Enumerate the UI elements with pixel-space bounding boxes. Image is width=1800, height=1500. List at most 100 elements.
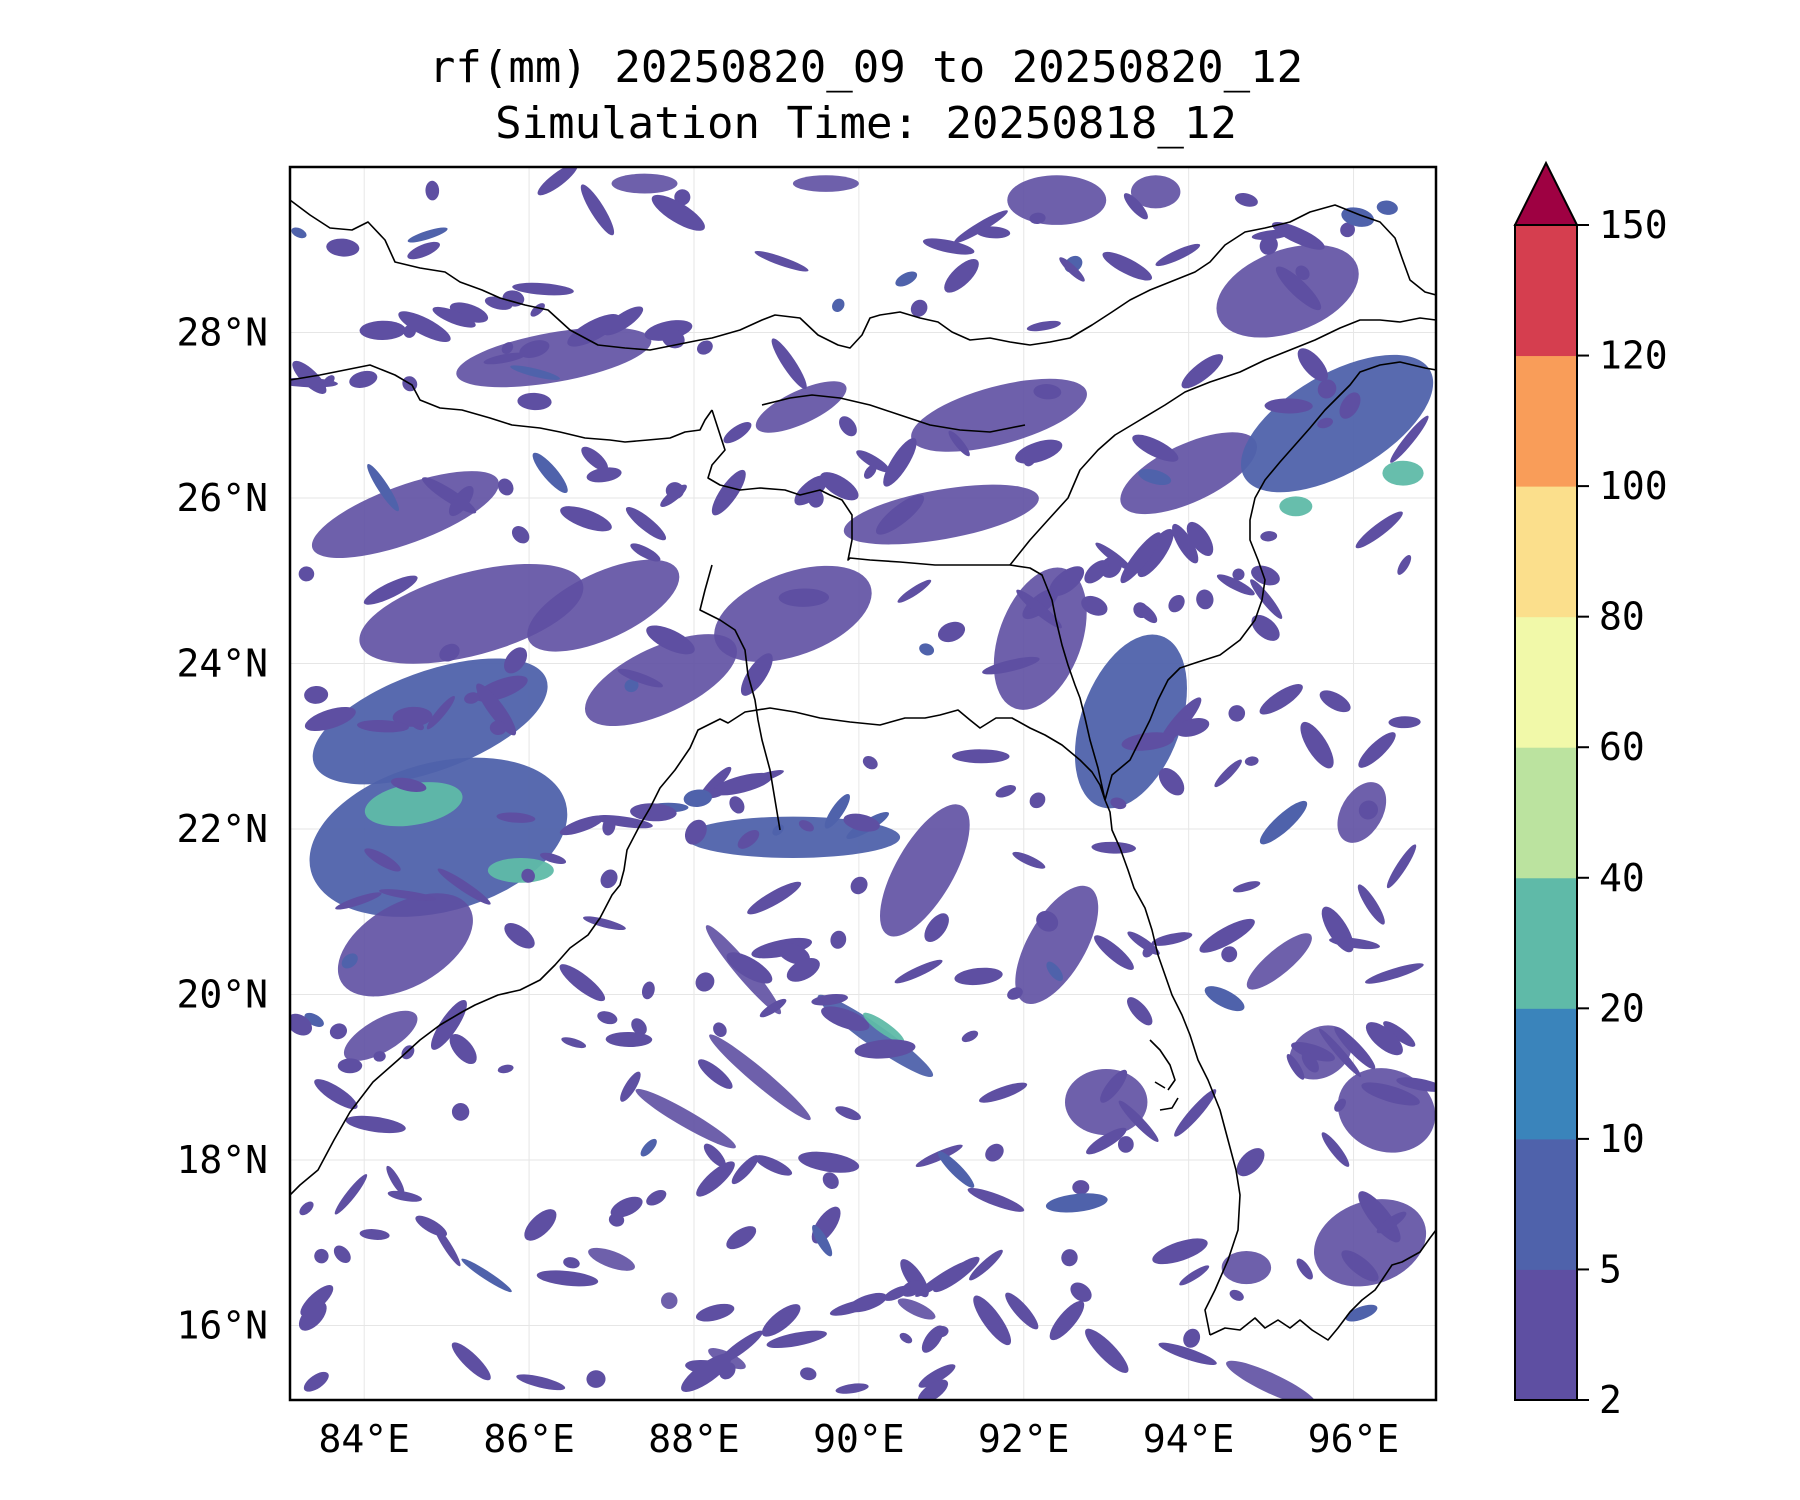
rain-speck [1159,697,1202,747]
rain-speck [1049,566,1085,597]
rain-speck [843,813,880,832]
rain-speck [1005,1292,1039,1330]
rain-speck [1179,1265,1210,1286]
rain-speck [386,1165,405,1195]
rain-speck [501,342,514,354]
rain-speck [561,1037,587,1049]
rain-speck [437,868,491,905]
rain-speck [326,238,360,257]
rain-speck [660,484,687,507]
rain-speck [449,1034,477,1065]
rain-speck [1186,521,1214,556]
rain-speck [1168,594,1185,613]
myanmar-south-coastline [1209,1229,1436,1341]
rain-speck [586,1370,606,1388]
rain-contour-region [1226,1360,1317,1400]
rain-speck [695,972,715,992]
rain-speck [1085,1328,1129,1373]
rain-contour-region [337,893,473,997]
rain-speck [895,271,918,287]
rain-speck [937,1151,975,1188]
rain-speck [772,824,784,836]
rain-speck [1365,1022,1403,1056]
rain-speck [630,543,661,562]
rain-speck [1250,579,1283,619]
rain-speck [850,876,868,895]
rain-speck [1300,721,1334,769]
himalayan-border [290,199,1436,351]
lat-tick-label: 22°N [176,807,268,851]
rain-speck [910,299,928,317]
longitude-tick-labels: 84°E 86°E 88°E 90°E 92°E 94°E 96°E [318,1417,1399,1461]
rain-speck [1396,1077,1436,1092]
rain-speck [1033,384,1062,400]
rain-speck [1334,1026,1376,1070]
rain-speck [726,1226,757,1250]
rain-contour-region [635,1088,736,1149]
rain-speck [1120,532,1162,584]
rain-speck [731,1155,759,1185]
rain-speck [359,1229,390,1240]
rain-speck [651,194,705,231]
rain-speck [1357,884,1385,925]
rain-speck [605,1031,653,1047]
rain-speck [798,820,814,832]
rain-speck [1376,200,1398,215]
rain-speck [1319,690,1351,713]
lat-tick-label: 16°N [176,1304,268,1348]
rain-speck [581,446,608,471]
rain-speck [1251,614,1280,641]
rain-speck [777,943,810,965]
rain-speck [335,892,382,910]
rain-speck [919,643,935,656]
colorbar-segment [1515,486,1577,618]
rain-speck [1295,265,1310,280]
rain-speck [969,1249,1003,1281]
rain-speck [924,913,949,943]
rain-speck [894,959,943,984]
rain-speck [298,566,315,582]
rain-speck [392,706,433,727]
rain-speck [1204,986,1245,1012]
rain-speck [373,1051,386,1062]
rain-speck [1358,732,1396,768]
rain-contour-region [1007,175,1107,225]
colorbar-segment [1515,1008,1577,1140]
rain-speck [1228,705,1246,722]
rain-speck [937,621,966,643]
rain-speck [430,999,467,1050]
rain-speck [830,930,847,949]
rain-speck [821,1006,870,1031]
rain-speck [1029,212,1046,224]
rain-contour-region [584,634,738,727]
nepal-india-border [290,364,713,443]
rain-speck [1318,1028,1362,1077]
rain-speck [922,238,975,255]
india-east-coastline [290,707,1241,1336]
rain-contour-region [879,804,970,937]
rain-speck [1123,193,1148,220]
rain-speck [299,1201,314,1216]
rain-speck [875,494,925,535]
rain-speck [314,1079,358,1110]
rain-speck [345,1115,406,1134]
rain-speck [726,952,773,984]
rain-contour-region [487,857,554,883]
rain-speck [1137,528,1174,578]
colorbar-tick-label: 5 [1599,1247,1622,1291]
rain-speck [973,1295,1012,1346]
rain-speck [1397,554,1412,575]
rain-speck [1061,1249,1078,1267]
figure-title-line-2: Simulation Time: 20250818_12 [495,98,1237,149]
rain-speck [1036,910,1059,932]
rain-speck [517,392,552,411]
rain-speck [540,852,567,865]
rain-speck [835,1383,869,1394]
rain-speck [862,755,878,770]
rain-contour-region [1221,1251,1272,1285]
rain-contour-region [792,175,859,192]
rain-speck [403,324,416,338]
myanmar-west-border [1104,361,1436,801]
rain-speck [771,338,807,390]
